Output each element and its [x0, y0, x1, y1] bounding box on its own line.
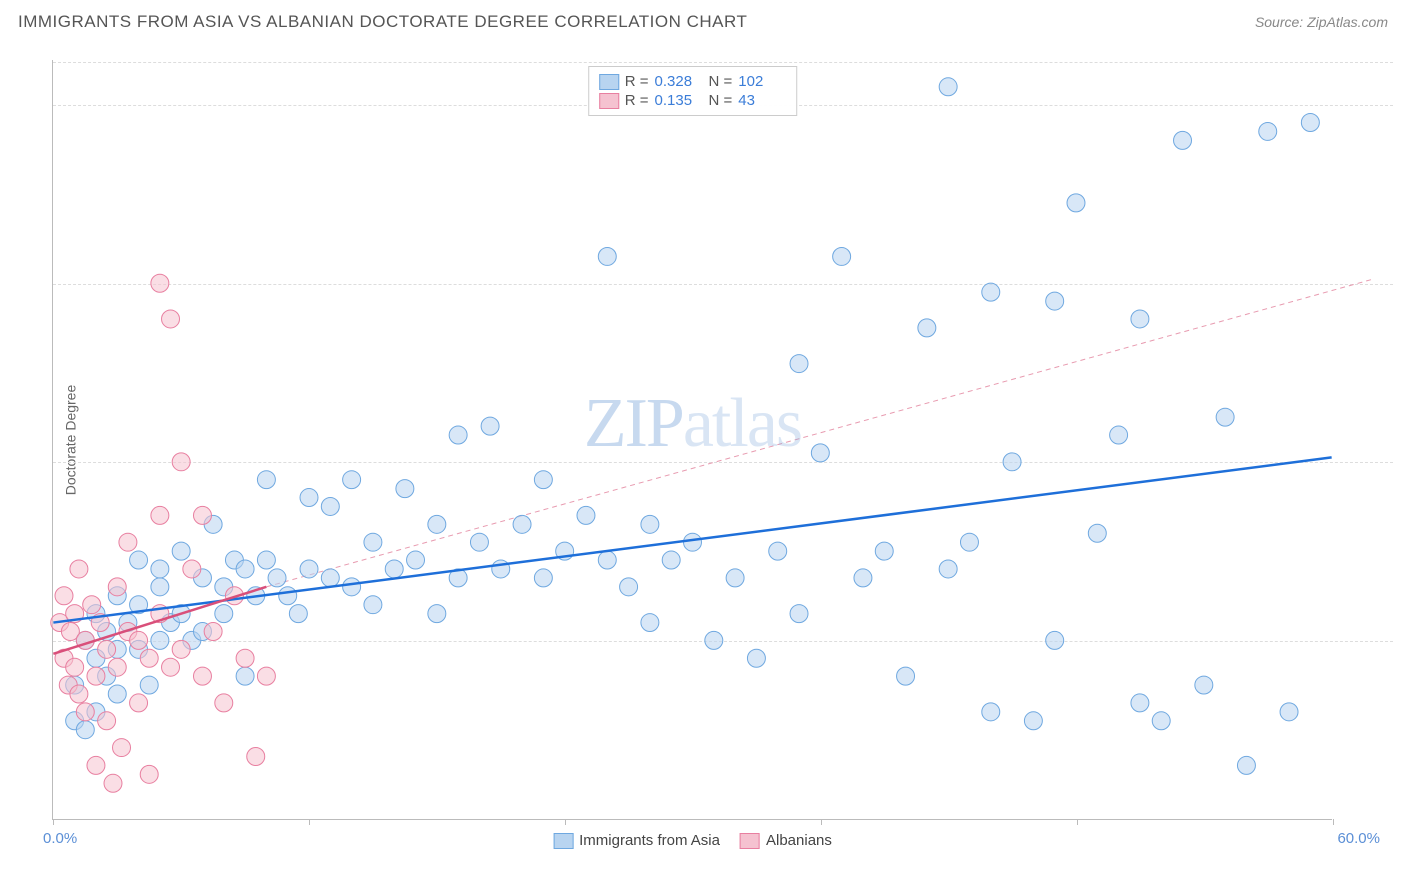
n-label: N =: [709, 73, 733, 90]
legend-item-albanian: Albanians: [740, 832, 832, 849]
r-label: R =: [625, 92, 649, 109]
swatch-albanian-bottom: [740, 833, 760, 849]
source-label: Source:: [1255, 14, 1307, 30]
legend-item-asia: Immigrants from Asia: [553, 832, 720, 849]
legend-row-asia: R = 0.328 N = 102: [599, 72, 787, 91]
scatter-svg: [53, 60, 1332, 819]
x-axis-min-label: 0.0%: [43, 830, 77, 847]
source-attribution: Source: ZipAtlas.com: [1255, 14, 1388, 30]
swatch-albanian: [599, 93, 619, 109]
correlation-legend: R = 0.328 N = 102 R = 0.135 N = 43: [588, 66, 798, 116]
legend-row-albanian: R = 0.135 N = 43: [599, 91, 787, 110]
swatch-asia: [599, 74, 619, 90]
n-value-albanian: 43: [738, 92, 786, 109]
series-name-albanian: Albanians: [766, 832, 832, 849]
chart-plot-area: Doctorate Degree 2.0%4.0%6.0%8.0% 0.0% 6…: [52, 60, 1332, 820]
source-name: ZipAtlas.com: [1307, 14, 1388, 30]
series-name-asia: Immigrants from Asia: [579, 832, 720, 849]
series-legend: Immigrants from Asia Albanians: [553, 832, 832, 849]
chart-title: IMMIGRANTS FROM ASIA VS ALBANIAN DOCTORA…: [18, 12, 747, 32]
r-value-asia: 0.328: [655, 73, 703, 90]
r-value-albanian: 0.135: [655, 92, 703, 109]
r-label: R =: [625, 73, 649, 90]
x-axis-max-label: 60.0%: [1337, 830, 1380, 847]
n-value-asia: 102: [738, 73, 786, 90]
n-label: N =: [709, 92, 733, 109]
swatch-asia-bottom: [553, 833, 573, 849]
